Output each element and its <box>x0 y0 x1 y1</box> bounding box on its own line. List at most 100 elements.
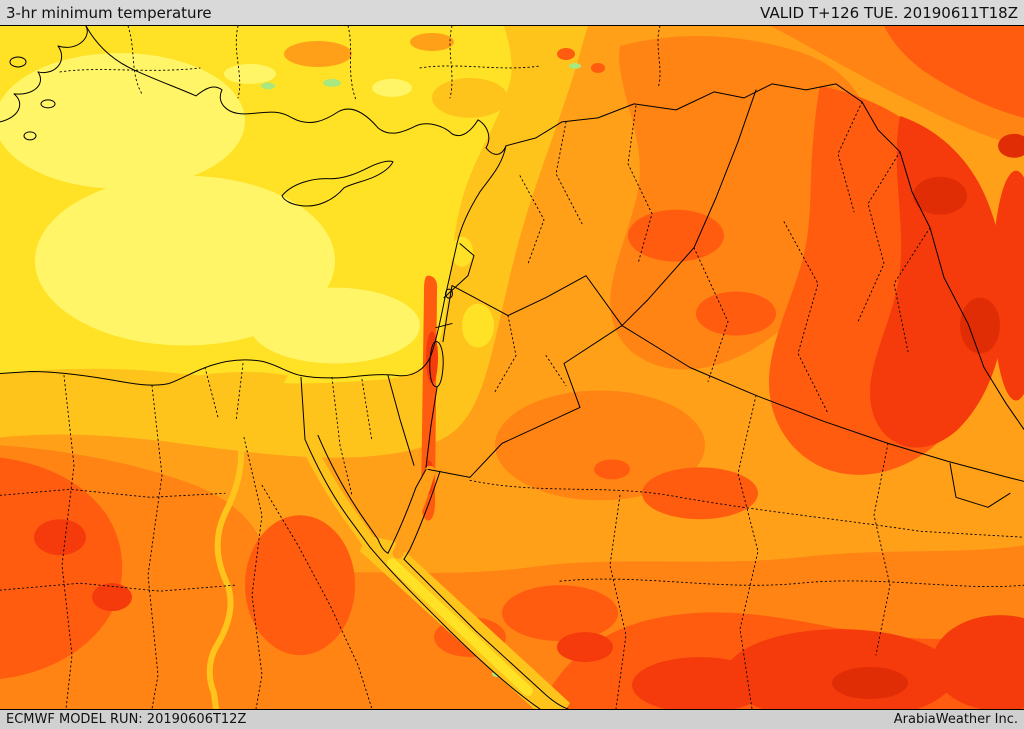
israel-lebanon-border <box>435 323 453 329</box>
sea-of-galilee-outline <box>445 288 453 299</box>
cool-green-speck <box>569 62 581 69</box>
island-outline <box>40 99 56 109</box>
admin-boundary-line <box>127 26 143 95</box>
cool-patch <box>0 52 245 189</box>
warm-patch <box>410 32 454 51</box>
gulf-of-aqaba-west-shore <box>387 468 427 554</box>
temperature-map <box>0 26 1024 709</box>
admin-boundary-line <box>873 442 891 656</box>
admin-boundary-line <box>0 582 236 592</box>
island-outline <box>9 56 27 68</box>
israel-jordan-border <box>425 285 453 468</box>
kuwait-border <box>949 462 1011 508</box>
admin-boundary-line <box>837 101 863 213</box>
extreme-heat-region <box>632 657 768 709</box>
admin-boundary-line <box>555 121 583 225</box>
hot-region <box>495 390 705 501</box>
admin-boundary-line <box>493 315 517 394</box>
cool-patch <box>224 63 276 84</box>
temperature-field <box>0 26 1024 709</box>
iraq-iran-border <box>861 101 1024 430</box>
sinai-tip <box>377 538 389 554</box>
hot-speck <box>557 47 575 60</box>
red-sea-arabian-coast <box>403 558 569 709</box>
iraq-saudi-border <box>621 325 1024 482</box>
dead-sea-outline <box>429 341 444 388</box>
extreme-heat-region <box>932 615 1024 709</box>
country-borders <box>387 83 1024 508</box>
turkey-syria-border <box>505 83 863 147</box>
heat-core <box>832 667 908 700</box>
red-sea-axis <box>387 558 533 697</box>
admin-boundary-line <box>204 363 244 422</box>
suez-canal <box>300 376 306 440</box>
cool-green-speck <box>261 82 275 90</box>
very-hot-patch <box>245 515 355 656</box>
branding-label: ArabiaWeather Inc. <box>893 712 1018 727</box>
warm-patch <box>284 40 352 67</box>
admin-boundary-line <box>609 494 627 709</box>
very-hot-patch <box>628 209 724 262</box>
admin-boundary-line <box>419 65 541 69</box>
extreme-heat-patch <box>557 632 613 663</box>
israel-egypt-border <box>387 374 415 466</box>
cool-patch <box>372 78 412 97</box>
water-features <box>178 372 570 709</box>
footer-bar: ECMWF MODEL RUN: 20190606T12Z ArabiaWeat… <box>0 709 1024 729</box>
very-hot-patch <box>642 467 758 520</box>
cool-patch <box>250 287 420 364</box>
lebanon-syria-border <box>443 243 475 299</box>
extreme-heat-region <box>992 170 1024 401</box>
heat-core <box>960 297 1000 354</box>
cool-green-speck <box>323 78 341 87</box>
nile-river <box>206 426 245 709</box>
island-outline <box>23 131 37 141</box>
very-hot-patch <box>696 291 776 336</box>
gulf-of-aqaba-east-shore <box>403 470 441 560</box>
admin-boundary-line <box>361 379 373 442</box>
extreme-heat-patch <box>92 583 132 612</box>
admin-boundary-line <box>261 484 373 709</box>
gulf-of-suez-east-shore <box>317 434 379 540</box>
admin-boundary-line <box>243 436 263 709</box>
model-run-label: ECMWF MODEL RUN: 20190606T12Z <box>6 712 247 727</box>
warm-patch <box>432 77 508 118</box>
red-sea-african-coast <box>369 546 541 709</box>
map-canvas <box>0 26 1024 709</box>
admin-boundary-line <box>783 221 829 414</box>
admin-boundary-line <box>657 26 661 89</box>
hot-speck <box>591 62 605 73</box>
heat-core <box>998 133 1024 158</box>
dead-sea-hot-core <box>426 331 438 384</box>
syria-jordan-border <box>451 275 623 327</box>
admin-boundary-line <box>857 151 901 323</box>
cyprus-outline <box>281 160 394 207</box>
admin-boundary-line <box>59 67 201 73</box>
admin-borders <box>0 26 1024 709</box>
admin-boundary-line <box>449 26 453 99</box>
admin-boundary-line <box>147 385 163 709</box>
cool-patch <box>35 175 335 346</box>
cool-highland-spot <box>462 303 494 348</box>
admin-boundary-line <box>893 227 931 352</box>
jordan-saudi-border <box>427 325 623 478</box>
valid-time-label: VALID T+126 TUE. 20190611T18Z <box>760 3 1018 22</box>
aegean-coast <box>0 26 88 123</box>
syria-iraq-border <box>621 89 757 327</box>
gulf-of-aqaba <box>392 465 436 559</box>
very-hot-patch <box>502 585 618 642</box>
map-title: 3-hr minimum temperature <box>6 3 212 22</box>
admin-boundary-line <box>545 355 567 386</box>
gulf-of-suez <box>299 434 375 549</box>
extreme-heat-region <box>870 115 1006 448</box>
heat-core <box>913 176 967 215</box>
admin-boundary-line <box>559 578 1024 587</box>
admin-boundary-line <box>519 175 545 265</box>
admin-boundary-line <box>469 479 1024 538</box>
header-bar: 3-hr minimum temperature VALID T+126 TUE… <box>0 0 1024 26</box>
admin-boundary-line <box>235 26 241 99</box>
very-hot-patch <box>594 459 630 480</box>
admin-boundary-line <box>347 26 357 101</box>
admin-boundary-line <box>61 375 75 709</box>
